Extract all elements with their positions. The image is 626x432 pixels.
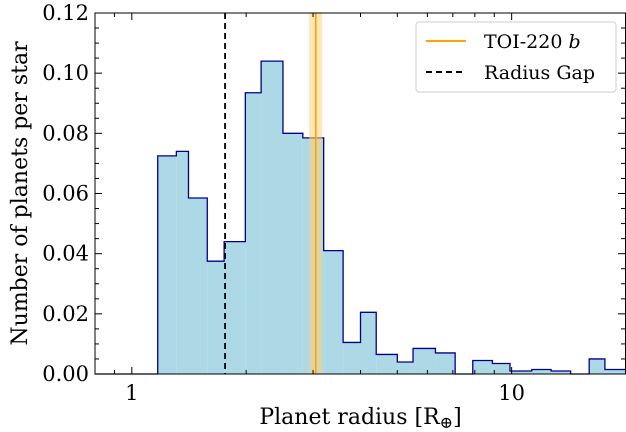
histogram-bar: [224, 241, 246, 374]
histogram-bar: [472, 360, 493, 374]
histogram-bar: [551, 370, 571, 374]
x-tick-label: 1: [125, 381, 138, 405]
histogram-bar: [261, 61, 283, 375]
histogram-bar: [376, 354, 398, 374]
histogram-outline: [95, 60, 626, 375]
histogram-bar: [413, 348, 436, 374]
x-axis-title: Planet radius [R⊕]: [259, 405, 461, 432]
x-tick-label: 10: [498, 381, 525, 405]
y-axis-title: Number of planets per star: [8, 41, 33, 346]
histogram-bar: [323, 250, 344, 374]
axis-ticks: [95, 12, 625, 375]
histogram-bar: [397, 361, 414, 374]
y-tick-label: 0.06: [42, 182, 89, 206]
histogram-bar: [207, 261, 225, 374]
histogram-bar: [176, 151, 189, 374]
histogram-bar: [282, 133, 303, 374]
y-tick-label: 0.00: [42, 362, 89, 386]
legend-radius-gap-label: Radius Gap: [484, 62, 595, 84]
histogram-bar: [509, 370, 532, 374]
histogram-bar: [343, 342, 361, 374]
histogram-bars: [157, 61, 626, 375]
y-tick-label: 0.12: [42, 1, 89, 25]
legend-planet-label: TOI-220 b: [484, 31, 581, 53]
y-tick-label: 0.08: [42, 121, 89, 145]
histogram-bar: [604, 369, 626, 374]
histogram-bar: [360, 312, 377, 374]
y-tick-label: 0.02: [42, 302, 89, 326]
legend: TOI-220 b Radius Gap: [415, 21, 617, 93]
histogram-bar: [188, 198, 208, 374]
histogram-bar: [531, 369, 552, 374]
y-tick-label: 0.04: [42, 242, 89, 266]
histogram-bar: [245, 92, 262, 375]
histogram-bar: [435, 352, 456, 374]
y-tick-label: 0.10: [42, 61, 89, 85]
legend-box: [415, 21, 617, 93]
histogram-bar: [589, 358, 605, 374]
histogram-bar: [492, 363, 510, 374]
y-tick-labels: 0.00 0.02 0.04 0.06 0.08 0.10 0.12: [42, 1, 89, 386]
histogram-bar: [157, 155, 177, 374]
x-tick-labels: 1 10: [125, 381, 525, 405]
